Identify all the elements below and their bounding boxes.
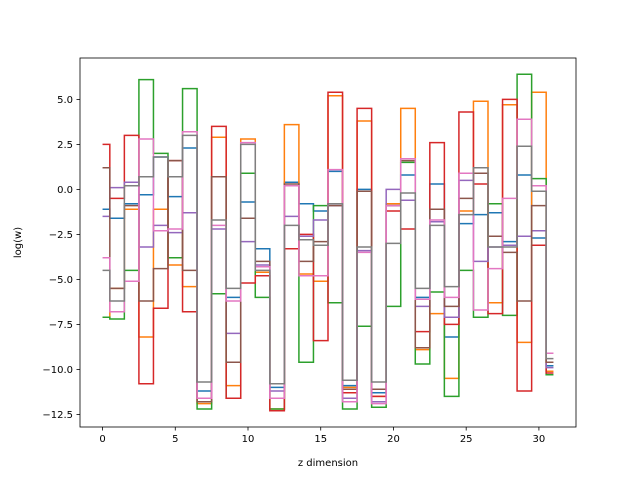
y-tick-label: 0.0 (57, 185, 73, 196)
x-axis-label: z dimension (298, 458, 358, 469)
y-tick-label: −10.0 (42, 365, 73, 376)
x-tick-label: 5 (172, 434, 178, 445)
x-tick-label: 15 (314, 434, 327, 445)
y-tick-label: −7.5 (49, 320, 73, 331)
x-tick-label: 25 (460, 434, 473, 445)
x-tick-label: 30 (533, 434, 546, 445)
series-line-8 (102, 134, 554, 385)
series-line-7 (102, 118, 554, 405)
y-tick-label: 2.5 (57, 140, 73, 151)
series-layer (102, 73, 554, 412)
x-axis-ticks: 0 5 10 15 20 25 30 (99, 427, 545, 445)
y-tick-label: −12.5 (42, 410, 73, 421)
x-tick-label: 20 (387, 434, 400, 445)
y-tick-label: −2.5 (49, 230, 73, 241)
y-axis-label: log(w) (13, 227, 24, 258)
y-tick-label: 5.0 (57, 95, 73, 106)
y-tick-label: −5.0 (49, 275, 73, 286)
plot-frame (79, 57, 577, 428)
x-tick-label: 0 (99, 434, 105, 445)
x-tick-label: 10 (242, 434, 255, 445)
y-axis-ticks: −12.5 −10.0 −7.5 −5.0 −2.5 0.0 2.5 5.0 (42, 95, 80, 421)
